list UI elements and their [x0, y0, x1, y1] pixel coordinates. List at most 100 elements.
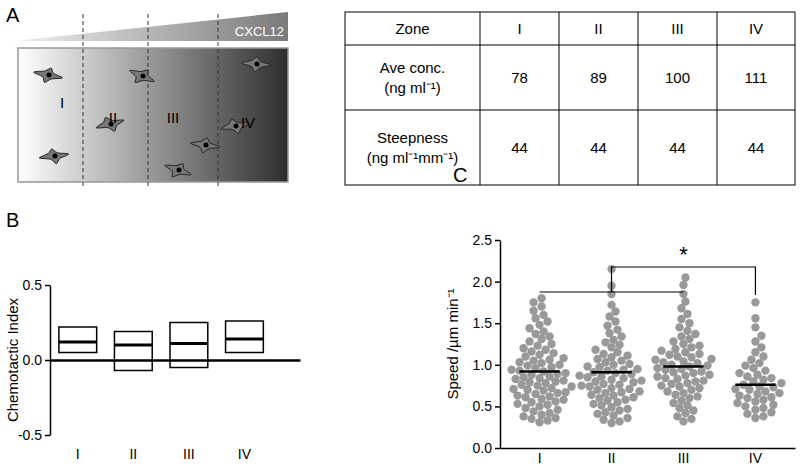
- x-tick: III: [183, 360, 195, 462]
- y-tick: 0.0: [23, 352, 50, 368]
- tick-label: II: [129, 446, 137, 462]
- table-rule: [480, 12, 481, 185]
- cell-nucleus: [47, 73, 52, 78]
- x-axis: IIIIIIIV: [501, 448, 796, 466]
- data-point: [761, 366, 769, 374]
- data-point: [545, 409, 553, 417]
- table-cell: 89: [590, 69, 607, 86]
- box: [114, 332, 152, 371]
- data-point: [527, 415, 535, 423]
- cell: [190, 138, 219, 153]
- data-point: [751, 406, 759, 414]
- panel-label: A: [6, 4, 20, 26]
- data-point: [669, 337, 677, 345]
- plot-area: [507, 265, 785, 427]
- table-cell: 44: [748, 139, 765, 156]
- cell-body: [39, 149, 68, 164]
- table-header: III: [671, 20, 684, 37]
- tick-label: I: [76, 446, 80, 462]
- data-point: [665, 351, 673, 359]
- data-point: [511, 375, 519, 383]
- data-point: [633, 365, 641, 373]
- cell-nucleus: [255, 62, 260, 67]
- panel-label: C: [453, 164, 467, 186]
- tick-label: II: [608, 450, 616, 466]
- y-tick: 0.5: [23, 277, 50, 293]
- data-point: [531, 330, 539, 338]
- data-point: [657, 346, 665, 354]
- significance-label: *: [679, 242, 688, 267]
- data-point: [509, 385, 517, 393]
- table-border: [345, 12, 795, 185]
- data-point: [669, 368, 677, 376]
- data-point: [757, 343, 765, 351]
- y-axis: -0.5 0.0 0.5: [18, 277, 51, 443]
- cell-nucleus: [141, 74, 146, 79]
- tick-label: 1.5: [473, 315, 493, 331]
- tick-mark: [45, 285, 50, 287]
- table-cell: 78: [511, 69, 528, 86]
- tick-label: III: [183, 446, 195, 462]
- data-point: [621, 396, 629, 404]
- significance-bracket: [540, 267, 756, 295]
- mean-line: [519, 370, 559, 373]
- data-point: [693, 392, 701, 400]
- data-point: [677, 396, 685, 404]
- y-tick: 0.5: [473, 398, 500, 414]
- data-point: [537, 359, 545, 367]
- table-row-label: (ng ml⁻¹mm⁻¹): [367, 149, 459, 166]
- zone-divider: [83, 14, 84, 188]
- table-header: I: [517, 20, 521, 37]
- cell: [165, 164, 191, 177]
- box-median: [59, 341, 97, 344]
- data-point: [541, 346, 549, 354]
- tick-mark: [495, 406, 500, 408]
- data-point: [671, 345, 679, 353]
- data-point: [667, 361, 675, 369]
- data-point: [759, 352, 767, 360]
- x-tick: I: [76, 360, 80, 462]
- data-point: [591, 346, 599, 354]
- data-point: [707, 355, 715, 363]
- data-point: [735, 369, 743, 377]
- table-row-label: Steepness: [377, 129, 448, 146]
- data-point: [741, 361, 749, 369]
- data-point: [577, 381, 585, 389]
- x-tick: II: [129, 360, 137, 462]
- x-tick: I: [538, 448, 542, 466]
- data-point: [681, 297, 689, 305]
- data-point: [601, 338, 609, 346]
- y-tick: -0.5: [18, 427, 50, 443]
- data-point: [513, 400, 521, 408]
- data-point: [535, 402, 543, 410]
- data-point: [629, 378, 637, 386]
- data-point: [561, 388, 569, 396]
- data-point: [705, 371, 713, 379]
- box-median: [114, 344, 152, 347]
- data-point: [529, 307, 537, 315]
- tick-label: IV: [749, 450, 763, 466]
- x-tick: III: [678, 448, 690, 466]
- box-body: [59, 327, 97, 353]
- data-point: [657, 381, 665, 389]
- data-point: [609, 361, 617, 369]
- data-point: [575, 371, 583, 379]
- data-point: [661, 374, 669, 382]
- table-row-label: (ng ml⁻¹): [384, 79, 441, 96]
- y-tick: 2.5: [473, 232, 500, 248]
- data-point: [673, 352, 681, 360]
- data-point: [691, 330, 699, 338]
- data-point: [527, 347, 535, 355]
- table-header: IV: [749, 20, 763, 37]
- data-point: [535, 418, 543, 426]
- data-point: [561, 369, 569, 377]
- box: [59, 327, 97, 353]
- data-point: [615, 406, 623, 414]
- data-point: [651, 356, 659, 364]
- y-axis-title: Chemotactic Index: [4, 297, 21, 422]
- data-point: [679, 281, 687, 289]
- table-rule: [345, 110, 795, 111]
- data-point: [547, 340, 555, 348]
- data-point: [669, 399, 677, 407]
- cell: [34, 68, 63, 82]
